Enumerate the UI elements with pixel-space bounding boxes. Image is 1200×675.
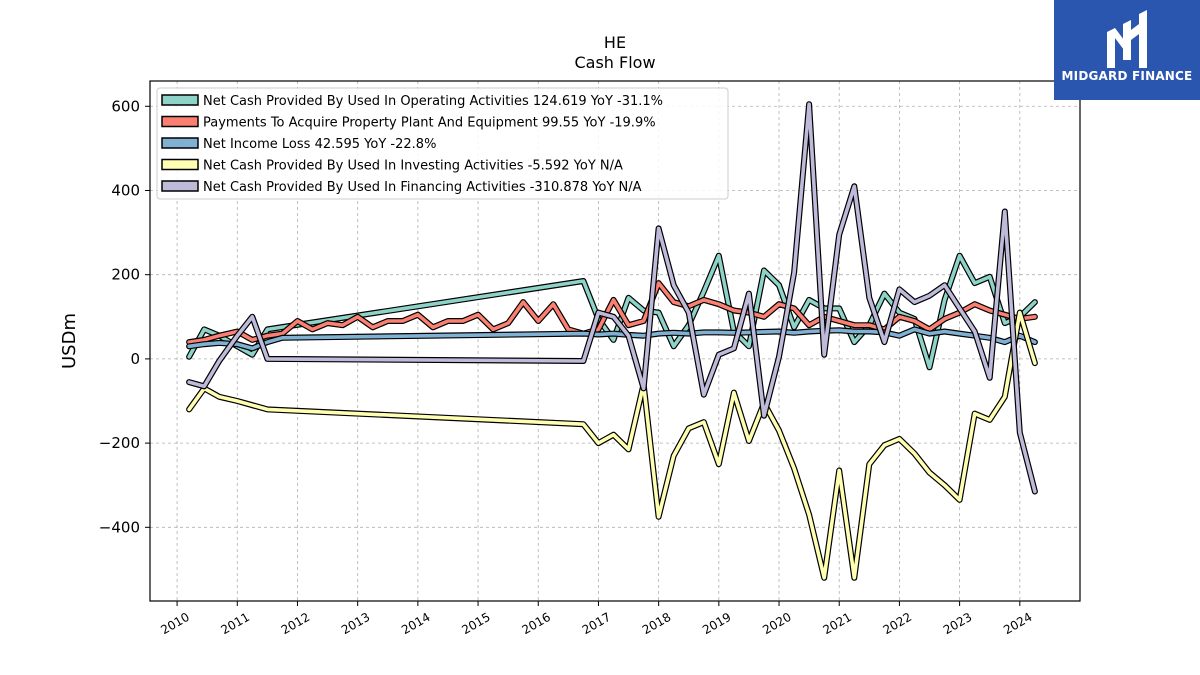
- x-tick-label: 2014: [399, 610, 432, 637]
- x-tick-label: 2019: [700, 610, 733, 637]
- series-line-outline: [186, 252, 1038, 371]
- legend-entry: Net Cash Provided By Used In Investing A…: [203, 159, 623, 174]
- series-1: [186, 252, 1038, 371]
- legend-box: [156, 87, 729, 200]
- y-tick-label: 400: [111, 181, 140, 199]
- x-tick-label: 2023: [941, 610, 974, 637]
- y-axis-label: USDm: [59, 313, 80, 369]
- legend-entry: Net Income Loss 42.595 YoY -22.8%: [203, 137, 436, 152]
- y-tick-label: 200: [111, 266, 140, 284]
- x-tick-label: 2012: [279, 610, 312, 637]
- x-tick-label: 2022: [881, 610, 914, 637]
- legend-swatch: [161, 94, 199, 106]
- series-line: [187, 253, 1037, 370]
- x-tick-label: 2024: [1001, 610, 1034, 637]
- y-tick-label: −200: [99, 434, 140, 452]
- x-tick-label: 2017: [580, 610, 613, 637]
- x-tick-label: 2011: [219, 610, 252, 637]
- midgard-logo-icon: [1107, 10, 1147, 68]
- legend-entry: Net Cash Provided By Used In Financing A…: [203, 180, 642, 195]
- legend-swatch: [161, 115, 199, 128]
- legend-swatch: [161, 180, 199, 192]
- y-tick-label: −400: [99, 518, 140, 536]
- legend-swatch: [161, 158, 199, 171]
- y-tick-label: 600: [111, 97, 140, 115]
- series-line: [187, 281, 1037, 344]
- logo-brand-text: MIDGARD FINANCE: [1061, 69, 1193, 83]
- y-tick-label: 0: [130, 350, 140, 368]
- x-tick-label: 2015: [459, 610, 492, 637]
- legend-swatch: [161, 137, 199, 149]
- legend-entry: Net Cash Provided By Used In Operating A…: [203, 94, 663, 109]
- chart-title: HE: [604, 33, 626, 52]
- series-layer: [186, 101, 1038, 581]
- x-tick-label: 2021: [820, 610, 853, 637]
- legend-entry: Payments To Acquire Property Plant And E…: [203, 116, 656, 131]
- x-tick-label: 2016: [520, 610, 553, 637]
- plot-frame: [149, 80, 1081, 602]
- x-tick-label: 2010: [158, 610, 191, 637]
- x-tick-label: 2018: [640, 610, 673, 637]
- series-line: [187, 102, 1037, 494]
- series-line: [187, 310, 1037, 580]
- chart-subtitle: Cash Flow: [574, 53, 655, 72]
- series-5: [186, 101, 1038, 495]
- series-4: [186, 309, 1038, 581]
- x-tick-label: 2020: [760, 610, 793, 637]
- series-2: [186, 280, 1038, 346]
- x-tick-label: 2013: [339, 610, 372, 637]
- midgard-finance-logo: MIDGARD FINANCE: [1054, 0, 1200, 100]
- legend: Net Cash Provided By Used In Operating A…: [156, 87, 729, 200]
